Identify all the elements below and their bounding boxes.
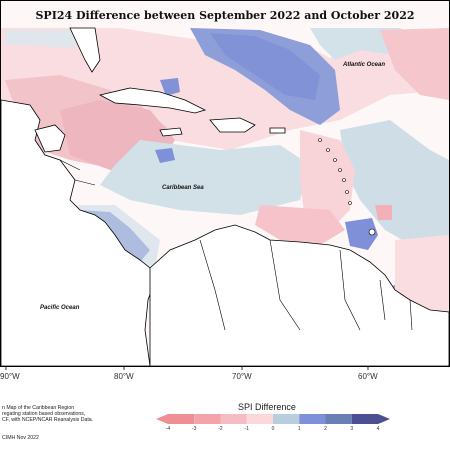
hispaniola-land <box>209 117 256 133</box>
legend-arrow-left <box>156 414 168 424</box>
legend-title: SPI Difference <box>238 402 296 412</box>
land-masses <box>0 27 450 367</box>
yucatan-land <box>34 124 66 153</box>
legend-swatch <box>351 414 378 424</box>
south-america-land <box>149 224 450 367</box>
lon-label-70w: 70°W <box>232 372 252 381</box>
pacific-ocean-label: Pacific Ocean <box>40 305 80 311</box>
map-title: SPI24 Difference between September 2022 … <box>35 9 415 22</box>
footer-line-2: regating station based observations, <box>2 411 86 417</box>
country-borders <box>59 159 413 331</box>
legend-tick-label: 3 <box>350 426 354 432</box>
spi-shading <box>1 28 449 320</box>
puerto-rico-land <box>269 127 286 134</box>
blue-north-core <box>210 33 320 100</box>
pink-east-small <box>375 205 392 220</box>
legend-colorbar <box>156 414 390 424</box>
central-america-land <box>0 99 156 367</box>
lon-label-80w: 80°W <box>114 372 134 381</box>
legend-swatch <box>325 414 352 424</box>
legend-tick-label: 0 <box>271 426 275 432</box>
footer-line-3: CF, with NCEP/NCAR Reanalysis Data. <box>2 417 94 423</box>
pink-lesser-antilles <box>300 130 355 230</box>
longitude-ticks <box>5 366 369 370</box>
legend-tick-label: -3 <box>192 426 197 432</box>
blue-hispaniola-spot <box>155 148 175 163</box>
legend-swatch <box>168 414 195 424</box>
credit-text: CIMH Nov 2022 <box>2 435 39 441</box>
legend-tick-label: 4 <box>376 426 380 432</box>
pink-atlantic-right <box>380 28 449 100</box>
cuba-land <box>98 87 207 114</box>
atlantic-ocean-label: Atlantic Ocean <box>343 62 386 68</box>
lon-label-90w: 90°W <box>0 372 20 381</box>
legend-swatch <box>194 414 221 424</box>
blue-cuba-spot <box>160 78 180 96</box>
pink-venezuela-coast <box>255 205 345 245</box>
lesser-antilles <box>318 138 376 236</box>
jamaica-land <box>159 127 183 137</box>
light-blue-east <box>340 120 449 250</box>
legend-swatch <box>220 414 247 424</box>
footer-line-1: n Map of the Caribbean Region <box>2 405 75 411</box>
lon-label-60w: 60°W <box>358 372 378 381</box>
florida-land <box>69 27 101 73</box>
legend-swatch <box>246 414 273 424</box>
legend-tick-label: -2 <box>218 426 223 432</box>
blue-trinidad <box>345 218 378 250</box>
legend-arrow-right <box>378 414 390 424</box>
legend-tick-label: -4 <box>165 426 171 432</box>
legend-tick-label: 1 <box>297 426 301 432</box>
legend-tick-label: -1 <box>244 426 249 432</box>
legend-swatch <box>273 414 300 424</box>
light-blue-caribbean <box>100 140 310 215</box>
caribbean-sea-label: Caribbean Sea <box>162 185 204 191</box>
legend-swatch <box>299 414 326 424</box>
legend-tick-label: 2 <box>324 426 327 432</box>
